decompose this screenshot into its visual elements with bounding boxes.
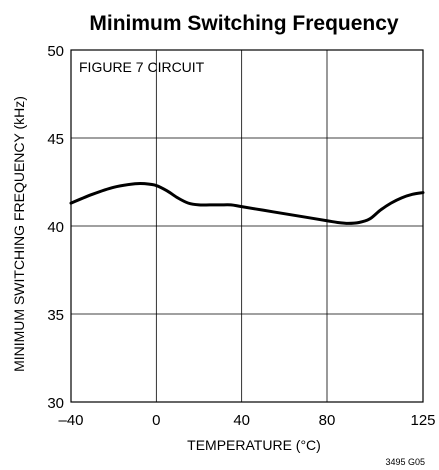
y-tick-label: 35 (47, 307, 64, 324)
x-axis-label: TEMPERATURE (°C) (187, 437, 321, 453)
annotation-figure-7-circuit: FIGURE 7 CIRCUIT (79, 59, 205, 75)
figure-id: 3495 G05 (385, 457, 425, 467)
x-tick-label: 125 (410, 412, 435, 429)
y-tick-label: 30 (47, 395, 64, 412)
y-tick-label: 45 (47, 131, 64, 148)
x-tick-label: –40 (58, 412, 83, 429)
chart-title: Minimum Switching Frequency (89, 12, 399, 35)
series-group (69, 181, 425, 225)
plot-frame (70, 49, 424, 403)
x-tick-label: 0 (152, 412, 160, 429)
x-tick-label: 80 (319, 412, 336, 429)
x-tick-label: 40 (233, 412, 250, 429)
x-tick-labels: –40 0 40 80 125 (58, 412, 435, 429)
grid (71, 50, 423, 402)
y-axis-label: MINIMUM SWITCHING FREQUENCY (kHz) (11, 96, 27, 372)
series-line (69, 181, 425, 225)
y-tick-label: 40 (47, 219, 64, 236)
y-tick-labels: 30 35 40 45 50 (47, 43, 64, 412)
y-tick-label: 50 (47, 43, 64, 60)
